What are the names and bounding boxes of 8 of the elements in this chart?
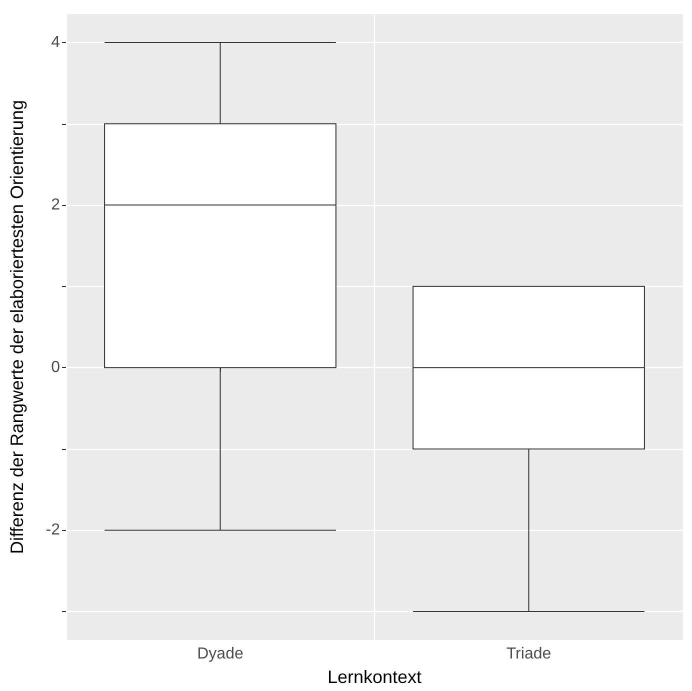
y-tick-label: 0 <box>51 359 60 376</box>
x-tick-label: Dyade <box>197 646 244 662</box>
y-tick-label: -2 <box>46 522 60 539</box>
y-tick-label: 2 <box>51 196 60 214</box>
x-tick-label: Triade <box>506 646 552 662</box>
y-tick-label: 4 <box>51 34 60 51</box>
x-axis-title: Lernkontext <box>327 667 422 687</box>
y-axis-title: Differenz der Rangwerte der elaboriertesten Orientierung <box>7 100 27 554</box>
